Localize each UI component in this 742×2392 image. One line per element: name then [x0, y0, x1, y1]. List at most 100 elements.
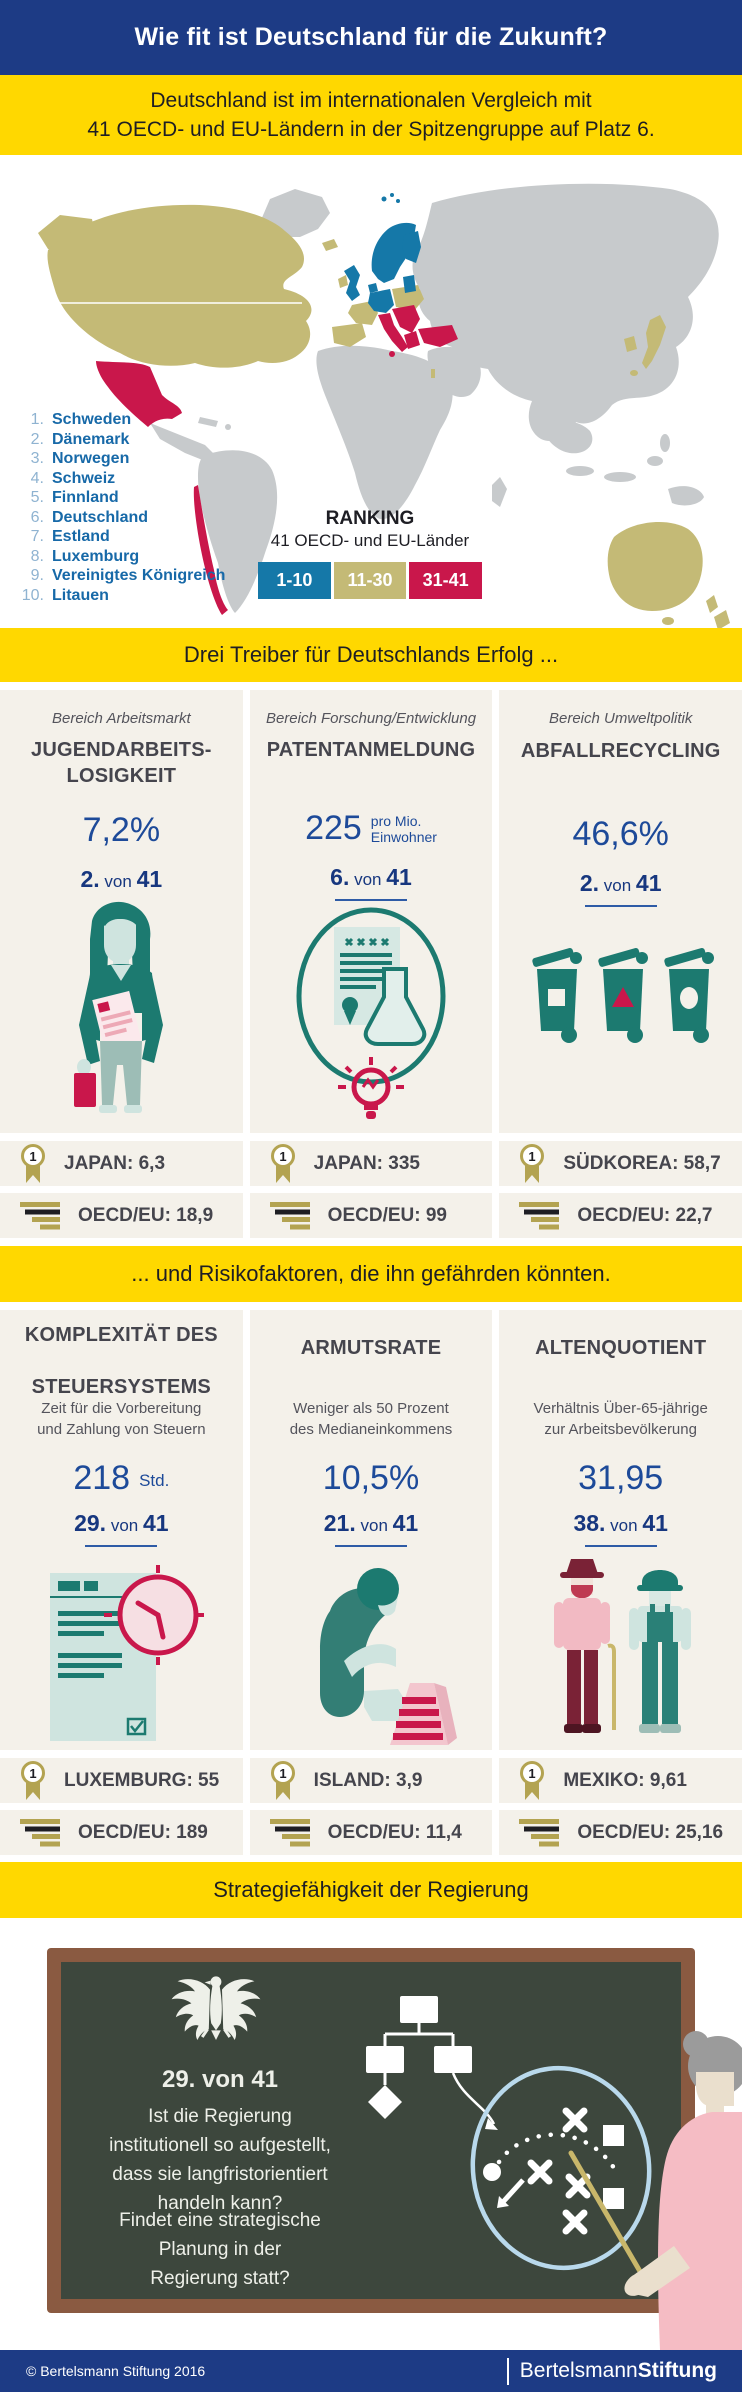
value-number: 31,95 — [578, 1458, 664, 1497]
risks-banner: ... und Risikofaktoren, die ihn gefährde… — [0, 1246, 742, 1302]
rank-number: 4. — [30, 469, 44, 487]
map-blue-countries — [344, 193, 421, 313]
pointer-stick — [568, 2150, 648, 2283]
value-unit-line2: Einwohner — [370, 828, 437, 845]
average-stats-row: OECD/EU: 189 OECD/EU: 11,4 OECD/EU: 25,1… — [0, 1810, 742, 1855]
intro-banner: Deutschland ist im internationalen Vergl… — [0, 75, 742, 155]
card-subtitle-line2: zur Arbeitsbevölkerung — [544, 1421, 697, 1438]
average-stat-youth-unemployment: OECD/EU: 18,9 — [0, 1193, 243, 1238]
teacher-figure — [624, 2031, 742, 2350]
leader-stats-row: 1 JAPAN: 6,3 1 JAPAN: 335 1 SÜDKOREA: 58… — [0, 1141, 742, 1186]
world-map-section: 1. Schweden 2. Dänemark 3. Norwegen 4. Schwe… — [0, 155, 742, 628]
chalkboard — [47, 1948, 695, 2313]
ranking-item: 3. Norwegen — [14, 449, 225, 469]
strategy-rank: 29. von 41 — [161, 2066, 279, 2093]
card-category: Bereich Arbeitsmarkt — [52, 710, 191, 727]
ranking-item: 4. Schweiz — [14, 469, 225, 489]
average-bars-icon — [20, 1818, 60, 1846]
card-title: PATENTANMELDUNG — [267, 737, 476, 787]
average-stat-label: OECD/EU: 99 — [327, 1204, 447, 1226]
intro-line-2: 41 OECD- und EU-Ländern in der Spitzengr… — [87, 118, 655, 141]
risks-banner-text: ... und Risikofaktoren, die ihn gefährde… — [131, 1261, 611, 1286]
question-line: Findet eine strategische — [119, 2210, 321, 2231]
rank-underline — [85, 1545, 158, 1547]
leader-stat-label: JAPAN: 335 — [313, 1152, 420, 1174]
leader-stat-patents: 1 JAPAN: 335 — [249, 1141, 493, 1186]
strategy-banner-text: Strategiefähigkeit der Regierung — [213, 1877, 529, 1902]
card-icon-area — [250, 1547, 493, 1750]
rank-underline — [335, 899, 407, 901]
card-subtitle-line1: Zeit für die Vorbereitung — [41, 1400, 202, 1417]
leader-stat-label: LUXEMBURG: 55 — [64, 1769, 220, 1791]
card-title: ARMUTSRATE — [301, 1334, 442, 1388]
value-unit-line1: pro Mio. — [370, 812, 422, 829]
card-title-line1: ABFALLRECYCLING — [520, 740, 721, 762]
card-rank: 38. von 41 — [573, 1510, 667, 1537]
footer: © Bertelsmann Stiftung 2016 Bertelsmann S… — [0, 2350, 742, 2392]
rank-number: 6. — [30, 508, 44, 526]
drivers-banner-text: Drei Treiber für Deutschlands Erfolg ... — [183, 642, 559, 667]
average-stat-label: OECD/EU: 18,9 — [78, 1204, 214, 1226]
question-line: Regierung statt? — [150, 2268, 290, 2289]
card-subtitle-line1: Verhältnis Über-65-jährige — [533, 1400, 708, 1417]
rank-of-word: von — [610, 1516, 638, 1535]
card-rank: 6. von 41 — [330, 864, 412, 891]
rank-of-word: von — [104, 872, 132, 891]
rank-country: Deutschland — [52, 508, 149, 526]
card-value: 46,6% — [572, 814, 668, 854]
rank-number: 5. — [30, 489, 44, 506]
rank-position: 2. — [80, 866, 100, 892]
rank-total: 41 — [386, 864, 412, 891]
card-title-line1: PATENTANMELDUNG — [266, 739, 476, 761]
ranking-item: 10. Litauen — [14, 586, 225, 606]
legend-scale: 1-10 11-30 31-41 — [258, 562, 483, 599]
value-unit: Std. — [139, 1471, 170, 1490]
medal-rank-label: 1 — [29, 1149, 36, 1164]
flowchart-icon — [366, 1996, 498, 2130]
card-subtitle: Weniger als 50 Prozent des Medianeinkomme… — [290, 1398, 453, 1440]
leader-stat-recycling: 1 SÜDKOREA: 58,7 — [499, 1141, 742, 1186]
strategy-banner: Strategiefähigkeit der Regierung — [0, 1862, 742, 1918]
patent-certificate-flask-bulb-icon — [296, 907, 446, 1119]
drivers-block: Bereich Arbeitsmarkt JUGENDARBEITS- LOSIG… — [0, 682, 742, 1246]
drivers-banner: Drei Treiber für Deutschlands Erfolg ... — [0, 628, 742, 682]
driver-card-recycling: Bereich Umweltpolitik ABFALLRECYCLING 46… — [499, 690, 742, 1133]
average-stat-label: OECD/EU: 189 — [78, 1821, 208, 1843]
value-number: 218 — [73, 1458, 131, 1497]
rank-number: 10. — [21, 586, 44, 604]
first-place-medal-icon: 1 — [21, 1760, 45, 1800]
rank-country: Norwegen — [52, 450, 130, 467]
first-place-medal-icon: 1 — [270, 1143, 295, 1183]
copyright-text: © Bertelsmann Stiftung 2016 — [26, 2363, 206, 2379]
rank-total: 41 — [136, 866, 163, 892]
logo-text-light: Bertelsmann — [519, 2359, 638, 2382]
map-red-countries — [193, 305, 458, 615]
world-map — [38, 183, 730, 628]
leader-stat-label: JAPAN: 6,3 — [64, 1152, 166, 1174]
leader-stats-row: 1 LUXEMBURG: 55 1 ISLAND: 3,9 1 MEXIKO: … — [0, 1758, 742, 1803]
rank-of-word: von — [360, 1516, 388, 1535]
average-stat-old-age: OECD/EU: 25,16 — [499, 1810, 742, 1855]
card-subtitle-line1: Weniger als 50 Prozent — [293, 1400, 449, 1417]
medal-rank-label: 1 — [529, 1766, 536, 1781]
leader-stat-label: ISLAND: 3,9 — [313, 1769, 423, 1791]
rank-position: 29. — [74, 1510, 107, 1536]
card-title-line1: KOMPLEXITÄT DES — [24, 1324, 218, 1346]
card-category: Bereich Forschung/Entwicklung — [265, 710, 477, 727]
risks-block: KOMPLEXITÄT DES STEUERSYSTEMS Zeit für di… — [0, 1302, 742, 1862]
rank-number: 3. — [30, 450, 44, 467]
logo-divider-bar — [506, 2357, 509, 2385]
bertelsmann-stiftung-logo: Bertelsmann Stiftung — [506, 2357, 717, 2385]
value-number: 46,6% — [572, 814, 669, 853]
rank-country: Litauen — [52, 586, 109, 604]
strategy-question-1: Ist die Regierung institutionell so aufg… — [60, 2102, 380, 2218]
value-number: 10,5% — [322, 1458, 420, 1497]
risk-card-tax-complexity: KOMPLEXITÄT DES STEUERSYSTEMS Zeit für di… — [0, 1310, 243, 1750]
card-rank: 21. von 41 — [324, 1510, 418, 1537]
map-khaki-countries — [38, 204, 730, 628]
card-value: 225 pro Mio. Einwohner — [305, 809, 437, 848]
card-icon-area — [499, 1547, 742, 1750]
question-line: institutionell so aufgestellt, — [109, 2135, 331, 2156]
card-value: 31,95 — [578, 1458, 663, 1498]
